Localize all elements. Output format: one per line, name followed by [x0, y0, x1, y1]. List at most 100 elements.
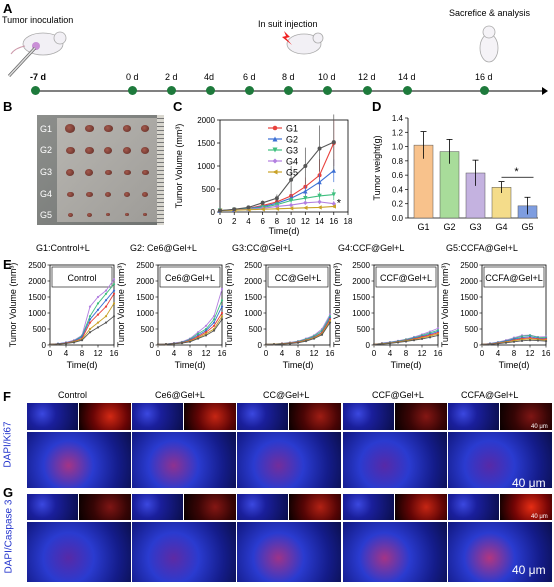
data-point: [164, 343, 168, 346]
legend-label: G5: [286, 168, 298, 178]
f-column-title: CCFA@Gel+L: [461, 390, 519, 400]
data-point: [104, 299, 108, 302]
data-point: [196, 337, 200, 340]
x-tick-label: 16: [329, 217, 338, 226]
panel-e-label: E: [3, 257, 12, 272]
f-red-tile: [184, 403, 236, 430]
data-point: [280, 342, 284, 346]
y-tick-label: 2000: [352, 277, 370, 286]
data-point: [328, 313, 332, 316]
mouse-sacrifice-illustration: [479, 25, 499, 63]
data-point: [112, 292, 116, 295]
f-red-tile: [289, 403, 341, 430]
data-point: [204, 332, 208, 335]
x-tick-label: G2: [443, 222, 455, 232]
f-red-tile: [79, 403, 131, 430]
y-tick-label: 1500: [460, 293, 478, 302]
g-merged-tile: [343, 522, 447, 582]
data-point: [303, 200, 308, 205]
data-point: [303, 196, 308, 201]
y-tick-label: 1000: [352, 309, 370, 318]
x-tick-label: 4: [388, 349, 393, 358]
x-axis-label: Time(d): [283, 360, 314, 370]
tumor-sample: [86, 212, 92, 217]
data-point: [480, 343, 484, 346]
g-merged-tile: [237, 522, 341, 582]
data-point: [496, 342, 500, 345]
y-tick-label: 2500: [136, 261, 154, 270]
y-tick-label: 500: [141, 325, 155, 334]
inset-box: [375, 266, 437, 288]
y-tick-label: 0: [258, 341, 263, 350]
y-tick-label: 1000: [460, 309, 478, 318]
tumor-sample: [125, 213, 129, 217]
inset-label: CCF@Gel+L: [380, 273, 432, 283]
data-point: [104, 289, 108, 292]
data-point: [88, 318, 92, 321]
panel-a-label: A: [3, 1, 13, 16]
x-tick-label: 8: [80, 349, 85, 358]
f-column-title: Control: [58, 390, 88, 400]
f-dapi-tile: [132, 403, 183, 430]
data-point: [317, 205, 322, 210]
e-title: G2: Ce6@Gel+L: [130, 243, 197, 253]
x-tick-label: G5: [521, 222, 533, 232]
e-chart-ccf: 0 500 1000 1500 2000 2500 0 4 8 12 16 Time(d) Tumor …: [332, 261, 443, 370]
data-point: [220, 287, 224, 291]
data-point: [204, 334, 208, 337]
data-point: [112, 278, 116, 281]
tumor-photo: [37, 115, 164, 225]
data-point: [304, 340, 308, 343]
x-tick-label: 8: [296, 349, 301, 358]
tumor-sample: [85, 169, 93, 176]
day-label: 10 d: [318, 72, 336, 82]
day-label: 0 d: [126, 72, 139, 82]
y-tick-label: 1000: [136, 309, 154, 318]
y-axis-label: Tumor Volume (mm³): [224, 263, 234, 348]
data-point: [428, 336, 432, 339]
data-point: [320, 333, 324, 336]
x-tick-label: 4: [246, 217, 251, 226]
tumor-sample: [123, 147, 131, 154]
legend-marker: [272, 147, 278, 153]
panel-c-label: C: [173, 99, 183, 114]
data-point: [156, 343, 160, 346]
data-point: [303, 189, 308, 194]
x-tick-label: G4: [495, 222, 507, 232]
data-point: [220, 299, 224, 302]
y-tick-label: 2500: [28, 261, 46, 270]
y-tick-label: 1500: [136, 293, 154, 302]
x-tick-label: 14: [315, 217, 324, 226]
data-point: [212, 315, 216, 318]
y-tick-label: 0: [366, 341, 371, 350]
inset-box: [267, 266, 329, 288]
x-axis-label: Time(d): [499, 360, 530, 370]
tumor-sample: [142, 192, 148, 198]
data-point: [104, 315, 108, 318]
y-tick-label: 0.8: [392, 157, 404, 166]
timeline-dot: [167, 86, 176, 95]
injection-label: In suit injection: [258, 19, 318, 29]
legend-label: G4: [286, 157, 298, 167]
y-tick-label: 1500: [352, 293, 370, 302]
data-point: [372, 343, 376, 346]
data-point: [220, 318, 224, 321]
inset-box: [483, 266, 545, 288]
e-title: G4:CCF@Gel+L: [338, 243, 405, 253]
g-red-tile: [184, 494, 236, 520]
legend-marker: [272, 158, 278, 164]
x-tick-label: 12: [526, 349, 535, 358]
e-chart-control: 0 500 1000 1500 2000 2500 0 4 8 12 16 Time(d) Tumor …: [8, 261, 119, 370]
f-merged-tile: [27, 432, 131, 488]
data-point: [204, 329, 208, 332]
y-axis-label: Tumor Volume (mm³): [116, 263, 126, 348]
data-point: [212, 318, 216, 321]
f-dapi-tile: [237, 403, 288, 430]
timeline-dot: [480, 86, 489, 95]
data-point: [260, 207, 265, 212]
y-tick-label: 2500: [244, 261, 262, 270]
plot-frame: [219, 119, 349, 213]
tumor-sample: [141, 169, 149, 176]
tumor-sample: [103, 124, 113, 133]
data-point: [520, 339, 524, 342]
